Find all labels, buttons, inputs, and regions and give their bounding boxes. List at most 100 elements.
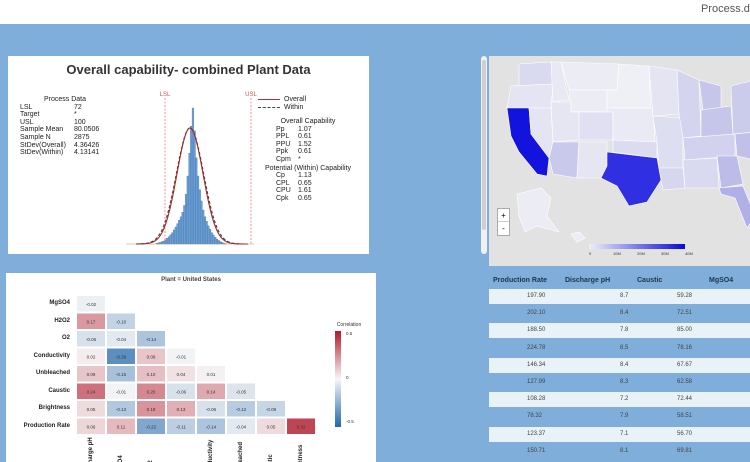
- within-line-swatch: [258, 106, 280, 108]
- overall-capability-value: 0.61: [298, 148, 312, 156]
- process-data-row: LSL 72: [20, 104, 110, 112]
- state-georgia: [716, 155, 744, 189]
- table-row[interactable]: 150.71 8.1 69.81: [489, 443, 750, 459]
- table-cell: 58.51: [677, 413, 693, 420]
- heatmap-cell: [227, 383, 255, 399]
- overall-capability-row: PPU 1.52: [258, 141, 358, 149]
- histogram-bar: [190, 125, 193, 245]
- process-data-row: StDev(Overall) 4.36426: [20, 142, 110, 150]
- heatmap-cell-value: 0.14: [207, 389, 216, 394]
- heatmap-cell: [167, 383, 195, 399]
- table-cell: 202.10: [527, 310, 546, 317]
- heatmap-cell: [197, 401, 225, 417]
- table-row[interactable]: 188.50 7.8 85.00: [489, 323, 750, 339]
- heatmap-cell: [77, 296, 105, 312]
- histogram-bar: [179, 216, 182, 245]
- potential-capability-key: CPL: [276, 179, 290, 187]
- potential-capability-row: Cp 1.13: [258, 172, 358, 180]
- heatmap-cell-value: -0.14: [206, 424, 217, 429]
- histogram-bar: [193, 130, 196, 245]
- heatmap-cell-value: -0.01: [116, 389, 127, 394]
- table-cell: 78.16: [677, 344, 693, 351]
- zoom-control[interactable]: + -: [497, 208, 510, 236]
- overall-capability-value: 0.61: [298, 133, 312, 141]
- table-cell: 8.3: [620, 379, 629, 385]
- table-row[interactable]: 123.37 7.1 56.70: [489, 426, 750, 442]
- scale-label: 10M: [613, 251, 621, 256]
- process-data-value: 80.0506: [74, 126, 100, 134]
- table-row[interactable]: 202.10 8.4 72.51: [489, 306, 750, 322]
- heatmap-cell: [197, 383, 225, 399]
- heatmap-row-label: Caustic: [48, 387, 70, 394]
- col-production-rate[interactable]: Production Rate: [493, 277, 548, 284]
- heatmap-cell: [167, 401, 195, 417]
- correlation-legend-tick: 0: [346, 375, 349, 380]
- correlation-heatmap: -0.02 0.17 -0.10 -0.06 -0.04 -0.14 0.02 -0.29 0.…: [77, 296, 361, 434]
- table-row[interactable]: 108.28 7.2 72.44: [489, 392, 750, 408]
- process-data: Process Data LSL 72 Target * USL 100 Sample Me…: [20, 96, 110, 157]
- correlation-heatmap-panel: Plant = United States -0.02 0.17 -0.10 -0.0…: [6, 273, 376, 462]
- process-data-key: Sample N: [20, 133, 51, 141]
- table-cell: 146.34: [527, 361, 546, 368]
- process-data-value: 4.36426: [74, 141, 100, 149]
- legend-overall: Overall: [284, 96, 307, 103]
- scale-gradient: [589, 244, 685, 249]
- table-cell: 127.99: [527, 379, 546, 385]
- heatmap-cell-value: -0.10: [116, 319, 127, 324]
- heatmap-col-label: Unbleached: [238, 441, 244, 462]
- heatmap-row-label: Unbleached: [35, 370, 70, 376]
- potential-capability-value: 1.13: [298, 172, 312, 180]
- potential-capability-row: Cpk 0.65: [258, 195, 358, 203]
- table-row[interactable]: 78.32 7.9 58.51: [489, 409, 750, 425]
- state-wyoming: [568, 89, 608, 113]
- table-row[interactable]: 127.99 8.3 62.58: [489, 375, 750, 390]
- histogram-bar: [217, 240, 220, 245]
- histogram-bar: [195, 157, 198, 245]
- correlation-legend-bar: [335, 331, 341, 427]
- process-data-key: Target: [20, 111, 40, 119]
- process-data-value: 4.13141: [74, 149, 100, 157]
- us-map-panel[interactable]: + - 0 10M 20M 30M 40M: [489, 56, 750, 266]
- histogram-bar: [197, 175, 200, 245]
- table-cell: 85.00: [677, 327, 693, 334]
- heatmap-cell-value: -0.14: [146, 337, 157, 342]
- capability-stats: Overall Capability Pp 1.07 PPL 0.61 PPU 1.52 P…: [258, 118, 358, 203]
- col-discharge-ph[interactable]: Discharge pH: [565, 277, 611, 284]
- heatmap-cell-value: 0.05: [267, 424, 276, 429]
- table-cell: 8.4: [620, 361, 629, 368]
- capability-panel: Overall capability- combined Plant Data …: [8, 56, 369, 254]
- scale-label: 30M: [661, 251, 669, 256]
- top-bar: Process.da: [0, 0, 750, 24]
- heatmap-cell-value: 0.18: [147, 407, 156, 412]
- data-table[interactable]: Production Rate Discharge pH Caustic MgS…: [489, 273, 750, 462]
- us-choropleth-map[interactable]: [489, 56, 750, 266]
- table-cell: 72.51: [677, 310, 693, 317]
- heatmap-col-label: Discharge pH: [88, 437, 94, 462]
- table-row[interactable]: 197.90 8.7 59.28: [489, 289, 750, 304]
- col-mgso4[interactable]: MgSO4: [709, 277, 734, 284]
- heatmap-cell: [77, 418, 105, 434]
- process-data-row: Sample N 2875: [20, 134, 110, 142]
- table-row[interactable]: 224.78 8.5 78.16: [489, 340, 750, 356]
- heatmap-cell-value: 0.05: [87, 407, 96, 412]
- heatmap-title: Plant = United States: [161, 277, 221, 283]
- state-new-mexico: [576, 141, 608, 179]
- overall-capability-key: Ppk: [276, 148, 289, 156]
- capability-legend: Overall Within: [258, 96, 306, 112]
- header-band: [0, 24, 750, 55]
- zoom-in-button[interactable]: +: [498, 209, 509, 222]
- col-caustic[interactable]: Caustic: [637, 277, 663, 284]
- heatmap-cell-value: 0.10: [147, 372, 156, 377]
- process-data-key: StDev(Overall): [20, 141, 66, 149]
- heatmap-cell-value: 0.13: [177, 407, 186, 412]
- zoom-out-button[interactable]: -: [502, 224, 505, 233]
- state-nebraska-kansas: [606, 107, 656, 143]
- heatmap-cell-value: 0.06: [87, 424, 96, 429]
- scrollbar-thumb[interactable]: [482, 60, 486, 230]
- process-data-value: *: [74, 111, 77, 119]
- potential-capability-value: 0.65: [298, 194, 312, 202]
- potential-capability-key: Cp: [276, 172, 285, 180]
- state-northeast: [730, 80, 750, 135]
- table-row[interactable]: 146.34 8.4 67.67: [489, 357, 750, 373]
- panel-scrollbar[interactable]: [481, 56, 487, 254]
